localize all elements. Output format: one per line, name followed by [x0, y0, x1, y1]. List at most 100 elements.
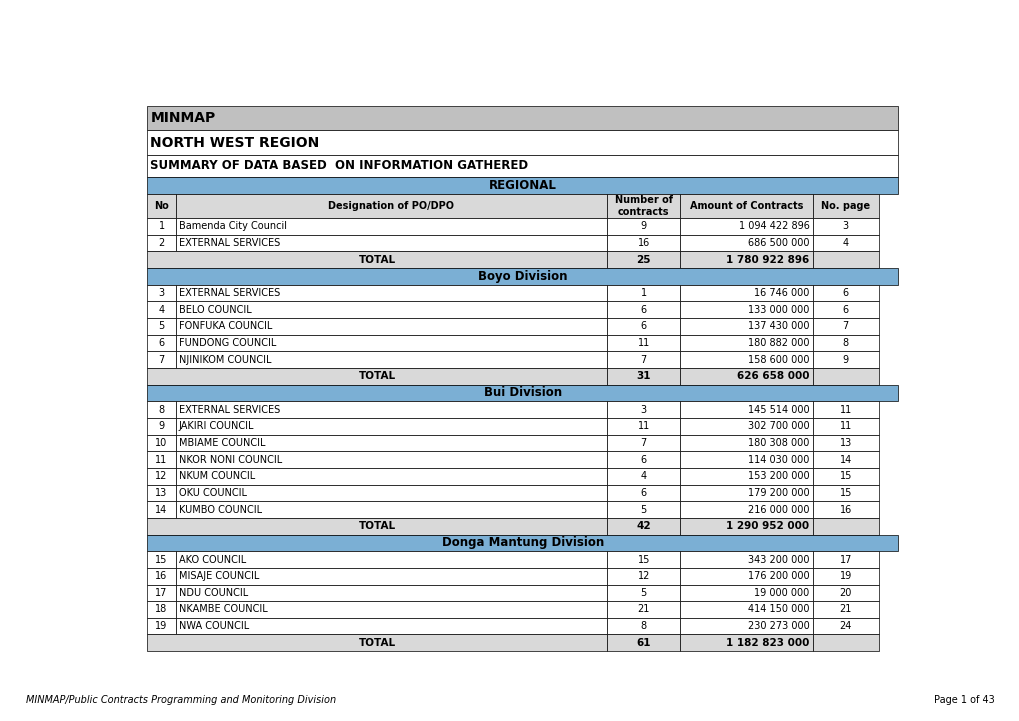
Bar: [606, 435, 680, 451]
Text: 153 200 000: 153 200 000: [747, 472, 809, 481]
Text: 3: 3: [158, 288, 164, 298]
Text: 14: 14: [839, 455, 851, 464]
Bar: [147, 285, 175, 301]
Bar: [812, 601, 877, 618]
Bar: [147, 518, 606, 534]
Text: OKU COUNCIL: OKU COUNCIL: [178, 488, 247, 498]
Bar: [606, 618, 680, 634]
Bar: [175, 402, 606, 418]
Text: 216 000 000: 216 000 000: [747, 505, 809, 515]
Text: 20: 20: [839, 588, 851, 598]
Bar: [680, 194, 812, 218]
Bar: [812, 618, 877, 634]
Bar: [175, 551, 606, 568]
Text: 19 000 000: 19 000 000: [753, 588, 809, 598]
Bar: [680, 618, 812, 634]
Bar: [812, 218, 877, 235]
Bar: [147, 268, 898, 285]
Bar: [680, 601, 812, 618]
Bar: [680, 418, 812, 435]
Text: NDU COUNCIL: NDU COUNCIL: [178, 588, 248, 598]
Text: AKO COUNCIL: AKO COUNCIL: [178, 554, 246, 565]
Text: 5: 5: [640, 505, 646, 515]
Bar: [606, 418, 680, 435]
Bar: [812, 252, 877, 268]
Text: 61: 61: [636, 638, 650, 647]
Bar: [680, 451, 812, 468]
Text: 11: 11: [839, 421, 851, 431]
Bar: [680, 351, 812, 368]
Bar: [680, 485, 812, 501]
Text: JAKIRI COUNCIL: JAKIRI COUNCIL: [178, 421, 254, 431]
Text: 12: 12: [637, 571, 649, 581]
Bar: [147, 177, 898, 194]
Text: 8: 8: [640, 622, 646, 631]
Text: MINMAP: MINMAP: [150, 111, 215, 125]
Text: 16: 16: [839, 505, 851, 515]
Text: 14: 14: [155, 505, 167, 515]
Text: TOTAL: TOTAL: [358, 638, 395, 647]
Bar: [175, 318, 606, 335]
Text: REGIONAL: REGIONAL: [488, 179, 556, 192]
Bar: [606, 301, 680, 318]
Text: 11: 11: [637, 421, 649, 431]
Text: 15: 15: [637, 554, 649, 565]
Text: 11: 11: [839, 404, 851, 415]
Text: NWA COUNCIL: NWA COUNCIL: [178, 622, 249, 631]
Bar: [606, 285, 680, 301]
Text: 15: 15: [839, 472, 851, 481]
Bar: [812, 485, 877, 501]
Bar: [680, 285, 812, 301]
Bar: [147, 155, 898, 177]
Bar: [680, 252, 812, 268]
Text: 1 780 922 896: 1 780 922 896: [726, 255, 809, 265]
Text: 7: 7: [640, 355, 646, 365]
Text: 9: 9: [842, 355, 848, 365]
Text: NKUM COUNCIL: NKUM COUNCIL: [178, 472, 255, 481]
Bar: [147, 218, 175, 235]
Bar: [606, 518, 680, 534]
Bar: [812, 451, 877, 468]
Text: 5: 5: [158, 322, 164, 332]
Text: 10: 10: [155, 438, 167, 448]
Bar: [680, 235, 812, 252]
Text: BELO COUNCIL: BELO COUNCIL: [178, 305, 252, 314]
Bar: [680, 551, 812, 568]
Text: 9: 9: [640, 221, 646, 231]
Text: 1 094 422 896: 1 094 422 896: [738, 221, 809, 231]
Bar: [175, 418, 606, 435]
Bar: [606, 468, 680, 485]
Bar: [680, 218, 812, 235]
Bar: [175, 351, 606, 368]
Bar: [812, 501, 877, 518]
Bar: [812, 194, 877, 218]
Text: TOTAL: TOTAL: [358, 521, 395, 531]
Bar: [606, 485, 680, 501]
Bar: [606, 634, 680, 651]
Bar: [175, 218, 606, 235]
Bar: [606, 368, 680, 384]
Bar: [147, 106, 898, 131]
Bar: [147, 451, 175, 468]
Text: 6: 6: [640, 488, 646, 498]
Text: EXTERNAL SERVICES: EXTERNAL SERVICES: [178, 288, 280, 298]
Bar: [147, 318, 175, 335]
Bar: [147, 585, 175, 601]
Bar: [680, 468, 812, 485]
Text: 25: 25: [636, 255, 650, 265]
Text: 17: 17: [155, 588, 167, 598]
Bar: [812, 585, 877, 601]
Bar: [680, 318, 812, 335]
Text: TOTAL: TOTAL: [358, 371, 395, 381]
Bar: [606, 235, 680, 252]
Bar: [175, 468, 606, 485]
Bar: [812, 301, 877, 318]
Text: 5: 5: [640, 588, 646, 598]
Bar: [680, 402, 812, 418]
Text: NJINIKOM COUNCIL: NJINIKOM COUNCIL: [178, 355, 271, 365]
Bar: [175, 301, 606, 318]
Text: EXTERNAL SERVICES: EXTERNAL SERVICES: [178, 404, 280, 415]
Bar: [175, 235, 606, 252]
Text: 133 000 000: 133 000 000: [747, 305, 809, 314]
Bar: [680, 634, 812, 651]
